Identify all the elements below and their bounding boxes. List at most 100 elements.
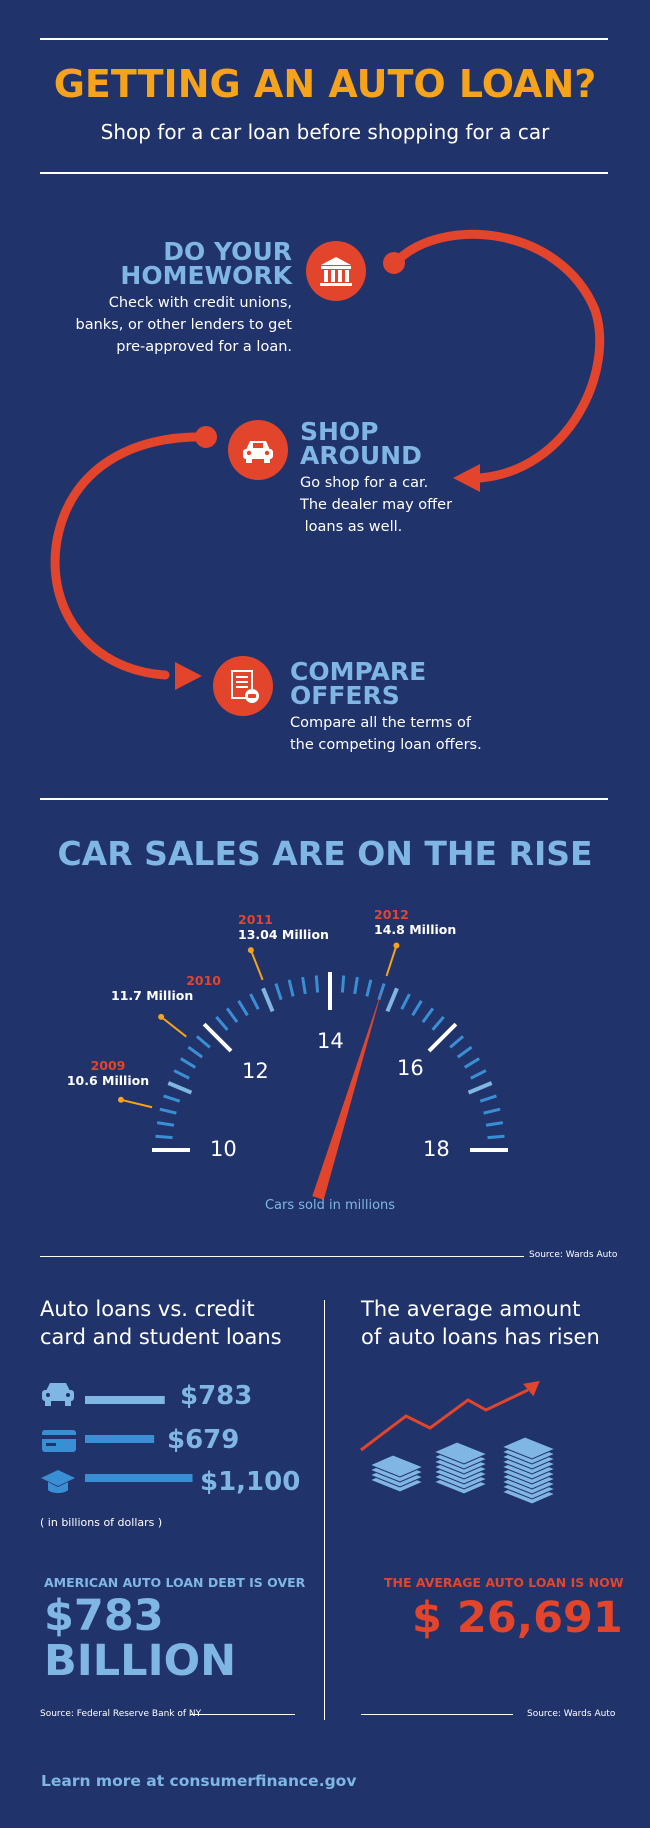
gauge-tick-label: 16 xyxy=(397,1056,424,1080)
arrow-head xyxy=(175,662,202,690)
step-description: pre-approved for a loan. xyxy=(116,339,292,355)
label-2010: 2010 11.7 Million xyxy=(111,973,221,1003)
top-divider xyxy=(40,38,608,40)
gauge-tick-label: 18 xyxy=(423,1137,450,1161)
footer-link[interactable]: Learn more at consumerfinance.gov xyxy=(41,1772,357,1790)
debt-amount-line: $783 xyxy=(44,1591,164,1641)
step-title: OFFERS xyxy=(290,681,400,710)
gauge-tick-label: 10 xyxy=(210,1137,237,1161)
gauge-tick xyxy=(215,1015,229,1031)
year-label: 2010 xyxy=(186,973,221,988)
arrow-start-dot xyxy=(383,252,405,274)
value-label: 13.04 Million xyxy=(238,927,329,942)
value-pointer-dot xyxy=(158,1013,165,1020)
value-label: 10.6 Million xyxy=(66,1073,150,1088)
step-description: Go shop for a car. xyxy=(300,475,429,491)
trend-line xyxy=(360,1388,529,1452)
bank-icon xyxy=(306,241,366,301)
bar-amount: $679 xyxy=(167,1425,240,1455)
value-pointer-dot xyxy=(393,942,400,949)
gauge-tick xyxy=(421,1007,435,1024)
column-divider xyxy=(324,1300,325,1720)
gauge-tick xyxy=(237,1000,249,1017)
gauge-major-tick xyxy=(202,1022,233,1053)
page-title: GETTING AN AUTO LOAN? xyxy=(53,62,597,106)
step-arrows xyxy=(50,229,605,690)
gauge-tick xyxy=(449,1035,465,1049)
gauge-tick xyxy=(470,1069,487,1080)
gauge-tick xyxy=(159,1107,177,1115)
debt-amount: $783 BILLION xyxy=(44,1594,236,1684)
bar-amount: $1,100 xyxy=(200,1467,301,1497)
label-2012: 2012 14.8 Million xyxy=(374,907,484,937)
gauge-tick xyxy=(261,987,275,1013)
value-pointer-dot xyxy=(117,1096,124,1103)
sales-title: CAR SALES ARE ON THE RISE xyxy=(57,834,593,873)
average-loan-heading: The average amount of auto loans has ris… xyxy=(361,1295,631,1351)
loan-bar xyxy=(85,1474,193,1482)
gauge-tick xyxy=(463,1057,480,1069)
step-description: Compare all the terms of xyxy=(290,715,471,731)
column-heading: Auto loans vs. credit xyxy=(40,1297,255,1321)
loans-comparison: Auto loans vs. credit card and student l… xyxy=(40,1295,310,1351)
bar-amount: $783 xyxy=(180,1381,253,1411)
value-label: 11.7 Million xyxy=(111,988,194,1003)
debt-amount-line: BILLION xyxy=(44,1636,237,1686)
column-heading: card and student loans xyxy=(40,1325,282,1349)
gauge-tick xyxy=(274,983,283,1001)
money-stack-small xyxy=(368,1454,425,1493)
step-description: Check with credit unions, xyxy=(108,295,292,311)
gauge-tick-label: 12 xyxy=(242,1059,269,1083)
step-description: loans as well. xyxy=(300,519,403,535)
trend-arrow-head xyxy=(523,1380,540,1397)
step-homework: DO YOUR HOMEWORK Check with credit union… xyxy=(60,239,293,358)
left-source-rule xyxy=(190,1714,295,1715)
value-pointer xyxy=(385,945,398,977)
step-title: SHOP xyxy=(300,417,379,446)
value-pointer-dot xyxy=(247,947,254,954)
gauge-tick xyxy=(479,1094,497,1103)
gauge-tick xyxy=(180,1057,197,1069)
sales-gauge xyxy=(117,942,508,1200)
gauge-tick xyxy=(485,1121,504,1127)
credit-card-icon xyxy=(42,1430,76,1458)
right-source-rule xyxy=(361,1714,513,1715)
gauge-tick xyxy=(187,1045,204,1059)
year-label: 2009 xyxy=(90,1058,126,1073)
step-compare-offers: COMPARE OFFERS Compare all the terms of … xyxy=(290,659,530,756)
debt-label: AMERICAN AUTO LOAN DEBT IS OVER xyxy=(44,1575,306,1590)
year-label: 2012 xyxy=(374,907,409,922)
gauge-tick xyxy=(431,1015,445,1031)
step-shop-around: SHOP AROUND Go shop for a car. The deale… xyxy=(300,417,500,538)
average-loan-label: THE AVERAGE AUTO LOAN IS NOW xyxy=(384,1575,624,1590)
gauge-tick xyxy=(225,1007,239,1024)
arrow-head xyxy=(453,464,480,492)
arrow-start-dot xyxy=(195,426,217,448)
car-icon xyxy=(228,420,288,480)
gauge-tick xyxy=(167,1081,193,1095)
step-title: AROUND xyxy=(300,441,422,470)
graduation-cap-icon xyxy=(40,1468,76,1500)
value-pointer xyxy=(249,949,264,981)
gauge-needle xyxy=(312,988,383,1200)
gauge-caption: Cars sold in millions xyxy=(264,1198,396,1213)
value-pointer xyxy=(160,1016,187,1038)
steps-divider xyxy=(40,798,608,800)
gauge-tick xyxy=(195,1035,211,1049)
value-pointer xyxy=(120,1098,153,1109)
gauge-tick xyxy=(155,1134,173,1140)
gauge-tick xyxy=(156,1121,175,1127)
gauge-tick xyxy=(385,987,399,1013)
gauge-tick xyxy=(353,976,359,995)
step-description: The dealer may offer xyxy=(300,497,453,513)
gauge-tick-label: 14 xyxy=(317,1029,344,1053)
loan-bar xyxy=(85,1396,165,1404)
sales-source: Source: Wards Auto xyxy=(529,1250,618,1260)
left-source: Source: Federal Reserve Bank of NY xyxy=(40,1709,202,1719)
rising-money-graphic xyxy=(360,1380,557,1505)
gauge-tick xyxy=(173,1069,190,1080)
gauge-tick xyxy=(483,1107,501,1115)
gauge-tick xyxy=(163,1094,181,1103)
page-subtitle: Shop for a car loan before shopping for … xyxy=(100,120,550,144)
column-heading: The average amount xyxy=(361,1297,581,1321)
